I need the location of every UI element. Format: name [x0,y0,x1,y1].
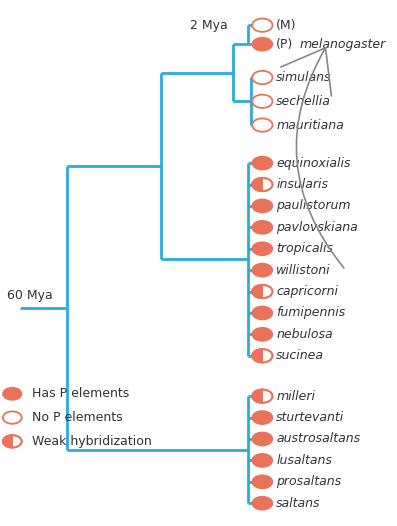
Circle shape [3,435,22,448]
Text: sturtevanti: sturtevanti [276,411,344,424]
Wedge shape [3,435,12,448]
Text: sechellia: sechellia [276,95,331,108]
Circle shape [252,454,272,467]
Text: paulistorum: paulistorum [276,199,351,213]
Text: fumipennis: fumipennis [276,307,345,319]
Text: insularis: insularis [276,178,328,191]
Text: pavlovskiana: pavlovskiana [276,221,358,234]
Text: Has P elements: Has P elements [32,387,129,400]
Circle shape [252,390,272,403]
Wedge shape [252,178,262,191]
Circle shape [252,156,272,170]
Circle shape [252,264,272,277]
Circle shape [3,411,22,424]
Text: simulans: simulans [276,71,331,84]
Wedge shape [252,390,262,403]
Circle shape [252,349,272,362]
Text: willistoni: willistoni [276,264,331,277]
Circle shape [252,95,272,108]
Text: nebulosa: nebulosa [276,328,333,341]
Text: saltans: saltans [276,497,321,510]
Circle shape [252,71,272,84]
Circle shape [252,432,272,446]
Circle shape [252,199,272,213]
Circle shape [252,475,272,489]
Circle shape [252,18,272,32]
Circle shape [252,178,272,191]
Text: capricorni: capricorni [276,285,338,298]
Circle shape [252,411,272,424]
Text: equinoxialis: equinoxialis [276,157,351,169]
FancyArrowPatch shape [281,48,344,268]
Text: prosaltans: prosaltans [276,476,341,488]
Circle shape [252,118,272,132]
Circle shape [252,221,272,234]
Circle shape [252,328,272,341]
Text: lusaltans: lusaltans [276,454,332,467]
Text: 60 Mya: 60 Mya [7,289,52,302]
Text: austrosaltans: austrosaltans [276,432,360,446]
Circle shape [252,37,272,51]
Text: sucinea: sucinea [276,349,324,362]
Text: (P): (P) [276,38,293,50]
Text: No P elements: No P elements [32,411,123,424]
Wedge shape [252,349,262,362]
Circle shape [252,306,272,320]
Text: milleri: milleri [276,390,315,403]
Text: Weak hybridization: Weak hybridization [32,435,152,448]
Text: tropicalis: tropicalis [276,242,333,255]
Text: 2 Mya: 2 Mya [190,19,228,32]
Text: melanogaster: melanogaster [300,38,386,50]
Circle shape [252,242,272,256]
Text: mauritiana: mauritiana [276,118,344,132]
Circle shape [3,388,22,400]
Wedge shape [252,285,262,298]
Circle shape [252,497,272,510]
Text: (M): (M) [276,18,297,32]
Circle shape [252,285,272,298]
